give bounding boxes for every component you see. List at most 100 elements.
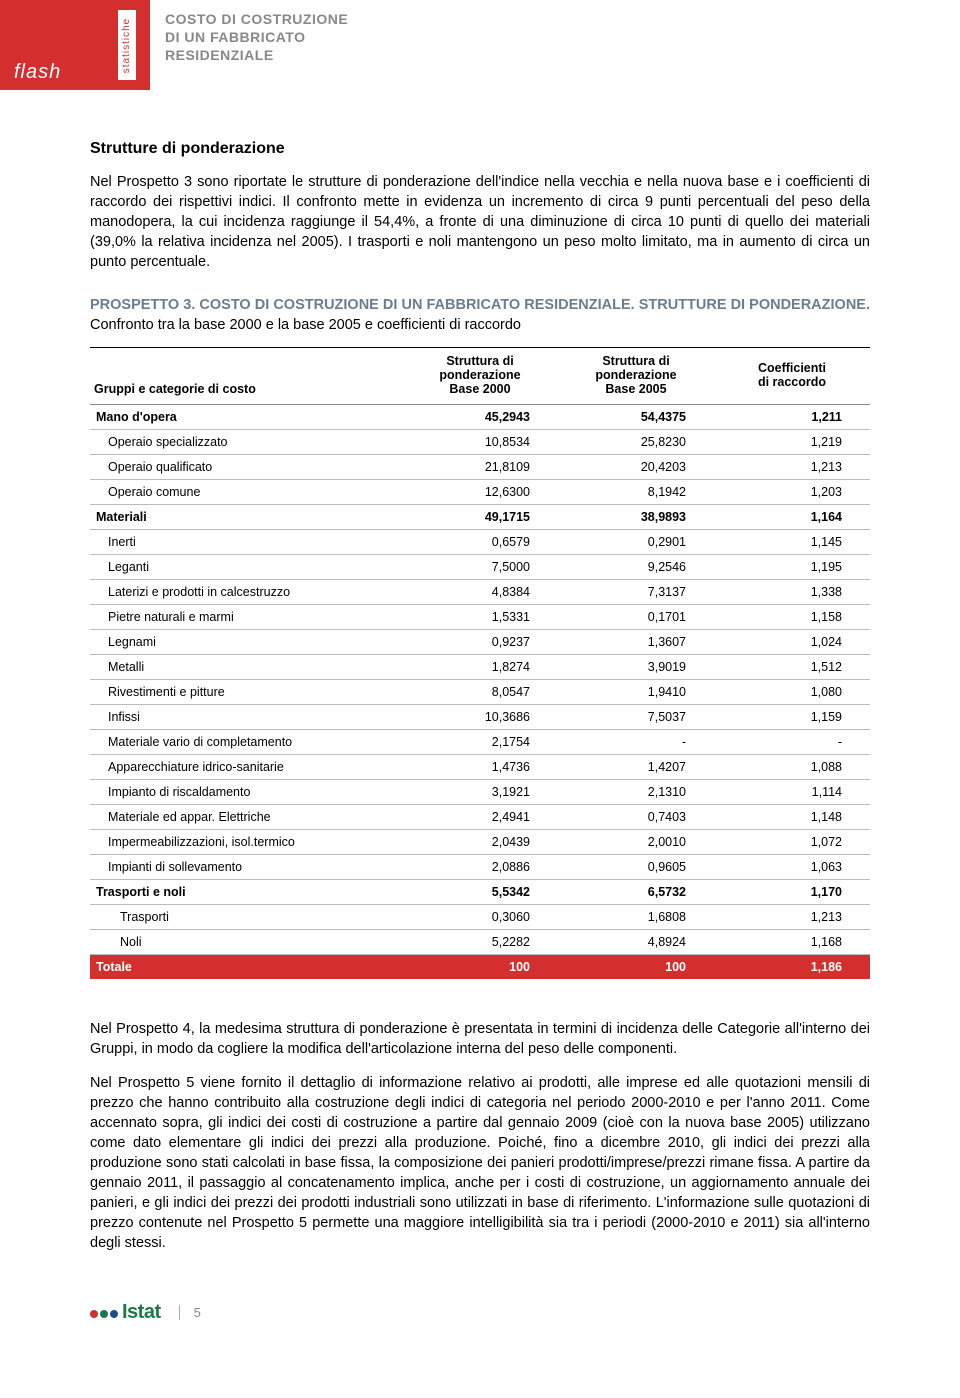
row-value: 1,512	[714, 655, 870, 680]
row-value: 8,1942	[558, 480, 714, 505]
table-row: Materiale ed appar. Elettriche2,49410,74…	[90, 805, 870, 830]
table-row: Totale1001001,186	[90, 955, 870, 980]
row-value: 1,8274	[402, 655, 558, 680]
row-label: Mano d'opera	[90, 405, 402, 430]
table-row: Metalli1,82743,90191,512	[90, 655, 870, 680]
flash-text: flash	[14, 61, 61, 84]
col-header-coeff: Coefficienti di raccordo	[714, 348, 870, 405]
row-value: 1,203	[714, 480, 870, 505]
page-number: 5	[179, 1305, 201, 1320]
row-label: Operaio qualificato	[90, 455, 402, 480]
col-header-group: Gruppi e categorie di costo	[90, 348, 402, 405]
table-row: Rivestimenti e pitture8,05471,94101,080	[90, 680, 870, 705]
row-value: 5,5342	[402, 880, 558, 905]
row-value: 7,5037	[558, 705, 714, 730]
table-row: Apparecchiature idrico-sanitarie1,47361,…	[90, 755, 870, 780]
table-row: Legnami0,92371,36071,024	[90, 630, 870, 655]
table-row: Materiale vario di completamento2,1754--	[90, 730, 870, 755]
section-title: Strutture di ponderazione	[90, 140, 870, 158]
row-value: 0,9605	[558, 855, 714, 880]
row-value: 1,159	[714, 705, 870, 730]
col3-l1: Coefficienti	[718, 361, 866, 375]
row-value: 0,3060	[402, 905, 558, 930]
after-para-2: Nel Prospetto 5 viene fornito il dettagl…	[90, 1073, 870, 1253]
row-value: 2,1310	[558, 780, 714, 805]
row-value: 1,168	[714, 930, 870, 955]
row-label: Leganti	[90, 555, 402, 580]
row-value: 38,9893	[558, 505, 714, 530]
row-label: Impermeabilizzazioni, isol.termico	[90, 830, 402, 855]
row-value: 1,213	[714, 905, 870, 930]
row-label: Materiale vario di completamento	[90, 730, 402, 755]
row-value: 2,0010	[558, 830, 714, 855]
logo-dot	[90, 1310, 98, 1318]
row-value: 1,9410	[558, 680, 714, 705]
row-value: 2,4941	[402, 805, 558, 830]
logo-dots	[90, 1310, 118, 1318]
row-label: Operaio comune	[90, 480, 402, 505]
header: statistiche flash COSTO DI COSTRUZIONE D…	[90, 0, 870, 110]
table-row: Operaio specializzato10,853425,82301,219	[90, 430, 870, 455]
row-value: -	[714, 730, 870, 755]
row-label: Materiali	[90, 505, 402, 530]
row-label: Apparecchiature idrico-sanitarie	[90, 755, 402, 780]
row-value: 1,170	[714, 880, 870, 905]
row-value: 9,2546	[558, 555, 714, 580]
row-value: 1,145	[714, 530, 870, 555]
row-label: Inerti	[90, 530, 402, 555]
row-value: 2,0439	[402, 830, 558, 855]
row-value: 10,8534	[402, 430, 558, 455]
logo-text: Istat	[122, 1301, 161, 1324]
col2-l2: ponderazione	[562, 368, 710, 382]
row-value: 1,4736	[402, 755, 558, 780]
row-value: 49,1715	[402, 505, 558, 530]
col2-l3: Base 2005	[562, 382, 710, 396]
prospetto-lead: PROSPETTO 3. COSTO DI COSTRUZIONE DI UN …	[90, 297, 870, 313]
col-header-base2000: Struttura di ponderazione Base 2000	[402, 348, 558, 405]
document-title: COSTO DI COSTRUZIONE DI UN FABBRICATO RE…	[165, 10, 348, 65]
table-row: Trasporti0,30601,68081,213	[90, 905, 870, 930]
row-value: 21,8109	[402, 455, 558, 480]
row-value: 20,4203	[558, 455, 714, 480]
row-value: 3,1921	[402, 780, 558, 805]
row-value: 3,9019	[558, 655, 714, 680]
row-value: 1,148	[714, 805, 870, 830]
table-row: Pietre naturali e marmi1,53310,17011,158	[90, 605, 870, 630]
row-label: Rivestimenti e pitture	[90, 680, 402, 705]
table-row: Infissi10,36867,50371,159	[90, 705, 870, 730]
row-label: Impianto di riscaldamento	[90, 780, 402, 805]
row-value: 8,0547	[402, 680, 558, 705]
row-value: 0,6579	[402, 530, 558, 555]
row-value: 25,8230	[558, 430, 714, 455]
row-value: 54,4375	[558, 405, 714, 430]
table-row: Impianto di riscaldamento3,19212,13101,1…	[90, 780, 870, 805]
col1-l2: ponderazione	[406, 368, 554, 382]
row-value: 1,338	[714, 580, 870, 605]
logo-dot	[110, 1310, 118, 1318]
doc-title-line: DI UN FABBRICATO	[165, 28, 348, 46]
table-body: Mano d'opera45,294354,43751,211Operaio s…	[90, 405, 870, 980]
row-value: 6,5732	[558, 880, 714, 905]
row-label: Legnami	[90, 630, 402, 655]
col2-l1: Struttura di	[562, 354, 710, 368]
row-value: 12,6300	[402, 480, 558, 505]
row-value: 1,213	[714, 455, 870, 480]
col1-l3: Base 2000	[406, 382, 554, 396]
row-value: 100	[402, 955, 558, 980]
row-value: 1,080	[714, 680, 870, 705]
row-value: 1,4207	[558, 755, 714, 780]
footer: Istat 5	[90, 1301, 870, 1324]
row-label: Operaio specializzato	[90, 430, 402, 455]
intro-paragraph: Nel Prospetto 3 sono riportate le strutt…	[90, 172, 870, 272]
statistiche-badge: statistiche	[118, 10, 136, 80]
row-label: Trasporti	[90, 905, 402, 930]
row-value: 1,5331	[402, 605, 558, 630]
row-label: Infissi	[90, 705, 402, 730]
row-label: Totale	[90, 955, 402, 980]
row-value: 1,186	[714, 955, 870, 980]
statistiche-text: statistiche	[122, 17, 133, 72]
after-para-1: Nel Prospetto 4, la medesima struttura d…	[90, 1019, 870, 1059]
row-value: 4,8924	[558, 930, 714, 955]
row-value: 1,211	[714, 405, 870, 430]
row-value: 0,9237	[402, 630, 558, 655]
